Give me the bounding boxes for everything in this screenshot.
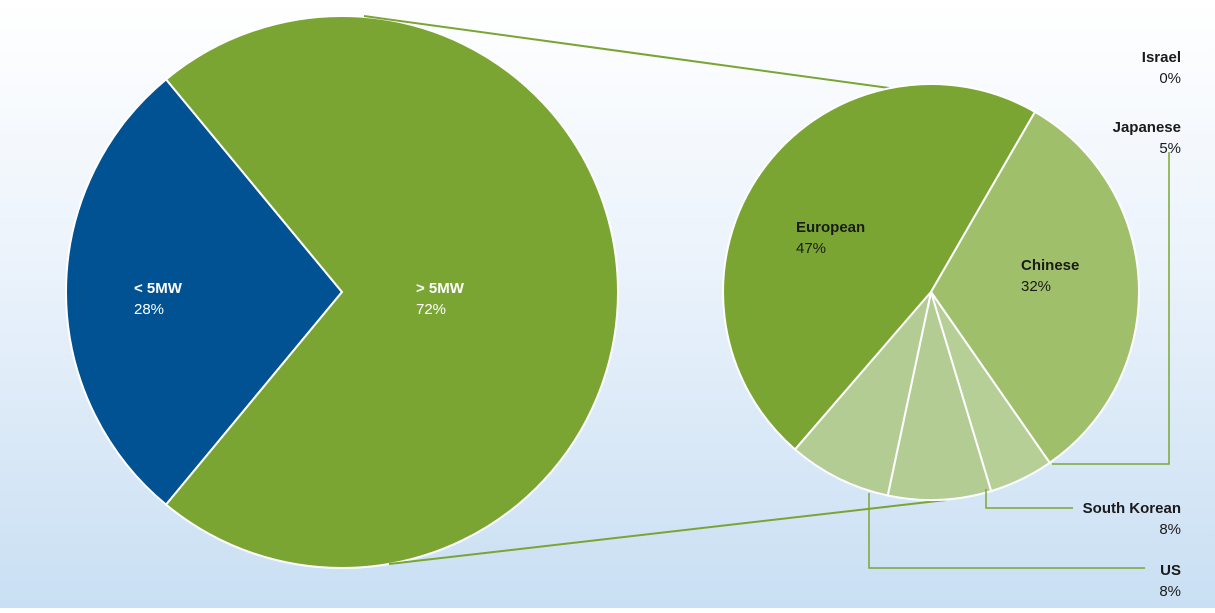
leader-lines xyxy=(868,152,1170,569)
outside-label-us: US xyxy=(1160,562,1181,579)
right-pie xyxy=(722,83,1140,501)
right-pie-slice-us xyxy=(793,291,932,497)
leader-us xyxy=(868,493,1145,569)
outside-value-us: 8% xyxy=(1159,583,1181,600)
leader-japanese xyxy=(1052,152,1170,465)
right-pie-slice-chinese xyxy=(929,110,1140,465)
right-pie-slice-south-korean xyxy=(886,291,993,501)
outside-label-south-korean: South Korean xyxy=(1083,500,1181,517)
left-pie xyxy=(65,15,619,569)
left-pie-label-5mw: > 5MW xyxy=(416,280,465,297)
labels: < 5MW 28% > 5MW 72% European 47% Chinese 32% Jap… xyxy=(134,49,1181,600)
outside-value-japanese: 5% xyxy=(1159,140,1181,157)
right-pie-value-european: 47% xyxy=(796,240,826,257)
right-pie-label-chinese: Chinese xyxy=(1021,257,1079,274)
connector-bottom xyxy=(388,499,947,565)
left-pie-label-5mw: < 5MW xyxy=(134,280,183,297)
outside-label-japanese: Japanese xyxy=(1113,119,1181,136)
left-pie-slice-5mw xyxy=(65,77,344,507)
left-pie-value-5mw: 28% xyxy=(134,301,164,318)
left-pie-value-5mw: 72% xyxy=(416,301,446,318)
left-pie-slice-5mw xyxy=(164,15,619,569)
outside-value-israel: 0% xyxy=(1159,70,1181,87)
right-pie-label-european: European xyxy=(796,219,865,236)
right-pie-slice-european xyxy=(722,83,1037,451)
leader-south-korean xyxy=(985,489,1073,509)
right-pie-value-chinese: 32% xyxy=(1021,278,1051,295)
outside-label-israel: Israel xyxy=(1142,49,1181,66)
outside-value-south-korean: 8% xyxy=(1159,521,1181,538)
